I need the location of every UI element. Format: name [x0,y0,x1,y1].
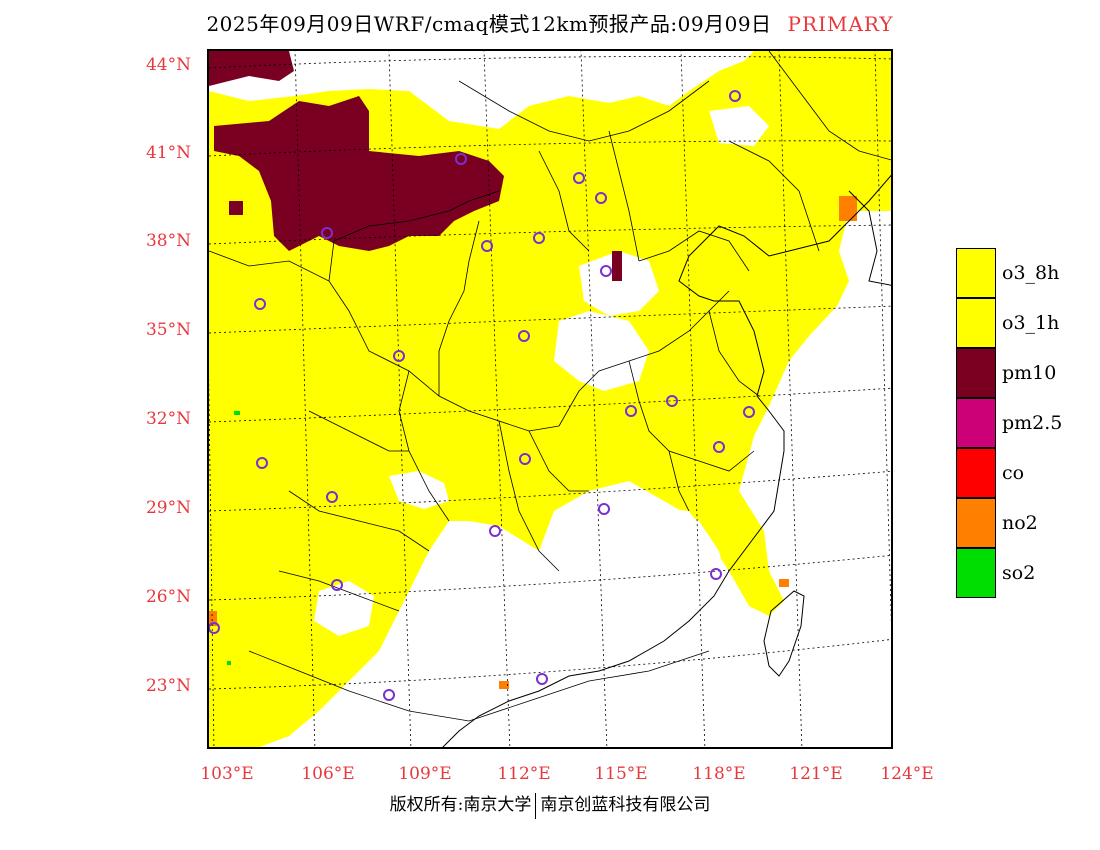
station-marker [331,579,343,591]
legend-swatch [956,448,996,498]
legend-item-o3-8h: o3_8h [956,248,1076,298]
lat-tick-32: 32°N [145,409,191,429]
station-marker [595,192,607,204]
lon-tick-115: 115°E [594,764,648,784]
legend-label: co [1002,462,1025,484]
legend-swatch [956,498,996,548]
longitude-gridlines [209,51,891,747]
pollutant-legend: o3_8h o3_1h pm10 pm2.5 co no2 so2 [956,248,1076,598]
coastline [442,174,891,747]
legend-item-pm10: pm10 [956,348,1076,398]
station-marker [489,525,501,537]
station-marker [710,568,722,580]
legend-label: no2 [1002,512,1038,534]
legend-label: pm2.5 [1002,412,1063,434]
station-marker [573,172,585,184]
station-marker [518,330,530,342]
no2-patch-gd [499,681,509,689]
station-marker [533,232,545,244]
copyright-right: 南京创蓝科技有限公司 [540,795,711,815]
clear-area-south [444,541,509,596]
korea-coast [848,190,891,286]
clear-area-west [314,581,374,636]
lat-tick-38: 38°N [145,231,191,251]
legend-item-no2: no2 [956,498,1076,548]
lat-tick-41: 41°N [145,143,191,163]
lon-tick-124: 124°E [880,764,934,784]
station-marker [481,240,493,252]
legend-swatch [956,548,996,598]
station-marker [209,622,220,634]
legend-label: pm10 [1002,362,1057,384]
station-marker [455,153,467,165]
lon-tick-109: 109°E [398,764,452,784]
lon-tick-103: 103°E [200,764,254,784]
lat-tick-23: 23°N [145,676,191,696]
lon-tick-118: 118°E [692,764,746,784]
station-marker [256,457,268,469]
pm10-area-northwest [209,51,294,86]
copyright-footer: 版权所有:南京大学 南京创蓝科技有限公司 [0,790,1100,819]
no2-patch-west [209,611,217,626]
lat-tick-26: 26°N [145,587,191,607]
so2-patch-south [227,661,231,665]
station-marker [600,265,612,277]
station-marker [326,491,338,503]
legend-label: o3_8h [1002,262,1060,284]
footer-separator [535,792,537,819]
o3-northeast-strip [849,51,891,211]
no2-patch-south [779,579,789,587]
copyright-left: 版权所有:南京大学 [389,795,532,815]
legend-item-so2: so2 [956,548,1076,598]
no2-patch-coast [839,196,857,221]
lon-tick-121: 121°E [789,764,843,784]
station-marker [625,405,637,417]
clear-area-north-china [579,251,659,316]
station-marker [383,689,395,701]
clear-area-central [554,311,649,391]
legend-swatch [956,298,996,348]
clear-area-southeast [539,481,749,701]
map-title: 2025年09月09日WRF/cmaq模式12km预报产品:09月09日 PRIM… [0,8,1100,37]
station-marker [254,298,266,310]
station-marker [729,90,741,102]
legend-swatch [956,348,996,398]
lat-tick-35: 35°N [145,320,191,340]
so2-patch [234,411,240,415]
map-panel[interactable] [207,49,893,749]
station-marker [321,227,333,239]
province-boundaries [209,51,891,722]
station-marker [666,395,678,407]
pm10-patch-east [612,251,622,281]
legend-item-co: co [956,448,1076,498]
station-marker [743,406,755,418]
pm10-patch [229,201,243,215]
taiwan-outline [763,590,805,677]
lat-tick-29: 29°N [145,498,191,518]
station-marker [713,441,725,453]
city-stations [209,90,755,701]
lon-tick-112: 112°E [497,764,551,784]
legend-item-o3-1h: o3_1h [956,298,1076,348]
station-marker [519,453,531,465]
clear-area-sichuan [389,471,449,509]
title-tag-primary: PRIMARY [787,12,894,36]
station-marker [536,673,548,685]
clear-area-bohai [709,106,769,146]
legend-label: o3_1h [1002,312,1060,334]
lat-tick-44: 44°N [145,55,191,75]
station-marker [598,503,610,515]
legend-swatch [956,398,996,448]
lon-tick-106: 106°E [301,764,355,784]
pollutant-map-svg [209,51,891,747]
legend-item-pm25: pm2.5 [956,398,1076,448]
legend-swatch [956,248,996,298]
title-main: 2025年09月09日WRF/cmaq模式12km预报产品:09月09日 [206,12,772,36]
pm10-area [214,96,504,251]
station-marker [393,350,405,362]
latitude-gridlines [209,56,891,690]
legend-label: so2 [1002,562,1036,584]
